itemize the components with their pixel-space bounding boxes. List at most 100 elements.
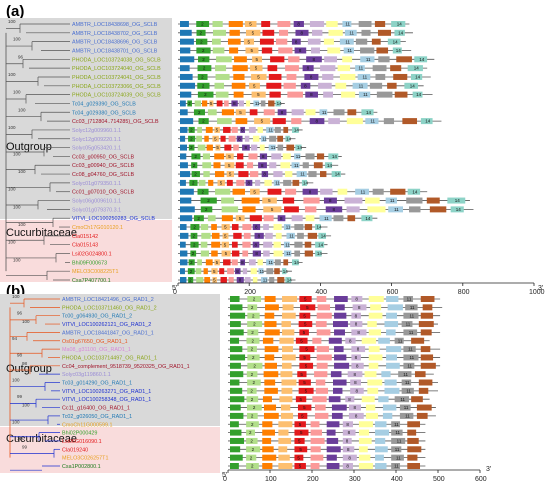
motif-number: 14: [332, 154, 338, 159]
motif-box: [277, 109, 287, 116]
motif-box: [255, 179, 261, 186]
motif-number: 8: [348, 397, 351, 402]
motif-box: [246, 371, 258, 378]
motif-box: [316, 296, 327, 302]
motif-number: 8: [238, 136, 241, 141]
motif-box: [360, 47, 375, 54]
motif-number: 2: [251, 414, 254, 419]
motif-box: [260, 100, 266, 107]
motif-box: [343, 47, 355, 54]
motif-box: [188, 126, 195, 133]
motif-box: [344, 197, 363, 204]
motif-box: [250, 65, 263, 72]
bootstrap-value: 96: [17, 311, 23, 316]
motif-box: [232, 188, 245, 195]
motif-box: [268, 144, 276, 151]
motif-box: [278, 454, 290, 461]
motif-box: [188, 144, 195, 151]
motif-box: [283, 259, 289, 266]
gene-label: MELO3C026257T1: [62, 456, 108, 462]
motif-box: [252, 135, 260, 142]
motif-number: 11: [396, 455, 401, 460]
motif-number: 11: [405, 414, 410, 419]
motif-box: [248, 259, 256, 266]
motif-box: [216, 100, 223, 107]
motif-box: [180, 197, 192, 204]
motif-box: [409, 206, 421, 213]
motif-box: [294, 250, 301, 257]
motif-box: [230, 429, 242, 436]
motif-number: 11: [407, 363, 412, 368]
motif-box: [231, 224, 239, 231]
motif-number: 8: [347, 447, 350, 452]
motif-box: [342, 446, 355, 453]
motif-box: [278, 29, 289, 36]
motif-box: [382, 404, 397, 411]
motif-number: 8: [304, 83, 307, 88]
motif-number: 11: [271, 145, 276, 150]
motif-number: 2: [252, 447, 255, 452]
motif-box: [250, 188, 260, 195]
motif-box: [249, 215, 262, 222]
motif-box: [269, 162, 277, 169]
motif-number: 2: [202, 83, 205, 88]
motif-box: [283, 126, 289, 133]
motif-box: [368, 329, 382, 336]
motif-number: 14: [287, 278, 293, 283]
motif-box: [216, 56, 232, 63]
motif-number: 14: [277, 101, 283, 106]
motif-number: 2: [190, 128, 193, 133]
motif-box: [180, 135, 186, 142]
motif-box: [224, 162, 235, 169]
gene-label: Tc04_g029380_OG_SCLB: [72, 110, 136, 116]
motif-box: [264, 346, 279, 353]
motif-box: [310, 446, 321, 453]
motif-box: [312, 396, 327, 403]
motif-box: [351, 354, 361, 361]
motif-box: [404, 82, 419, 89]
motif-box: [282, 346, 293, 353]
motif-box: [342, 421, 353, 428]
motif-number: 11: [408, 347, 413, 352]
motif-box: [180, 259, 188, 266]
motif-box: [315, 387, 329, 394]
motif-number: 5: [210, 101, 213, 106]
motif-box: [271, 153, 282, 160]
motif-number: 11: [397, 439, 402, 444]
motif-box: [282, 197, 295, 204]
motif-number: 14: [393, 39, 399, 44]
axis-tick-label: 800: [458, 289, 470, 296]
motif-number: 2: [194, 172, 197, 177]
motif-box: [370, 304, 382, 311]
motif-box: [277, 21, 291, 27]
motif-box: [230, 446, 241, 453]
motif-box: [246, 463, 259, 469]
motif-number: 8: [297, 22, 300, 27]
motif-number: 8: [300, 30, 303, 35]
motif-number: 2: [251, 305, 254, 310]
motif-box: [418, 321, 434, 328]
motif-box: [391, 437, 406, 444]
gene-label: Os01g67650_OG_RAD1_1: [62, 339, 128, 345]
motif-box: [269, 277, 275, 283]
motif-box: [246, 404, 262, 411]
motif-box: [180, 188, 194, 195]
motif-box: [258, 268, 264, 275]
motif-box: [230, 346, 243, 353]
motif-box: [236, 135, 243, 142]
motif-box: [406, 197, 423, 204]
motif-box: [350, 321, 363, 328]
motif-box: [316, 329, 331, 336]
motif-box: [386, 354, 398, 361]
motif-number: 2: [207, 198, 210, 203]
motif-box: [312, 337, 322, 344]
motif-box: [403, 354, 419, 361]
motif-box: [180, 215, 193, 222]
motif-box: [299, 362, 314, 369]
motif-box: [295, 337, 308, 344]
motif-box: [335, 304, 345, 311]
motif-box: [261, 135, 267, 142]
motif-number: 8: [357, 330, 360, 335]
motif-box: [225, 153, 234, 160]
